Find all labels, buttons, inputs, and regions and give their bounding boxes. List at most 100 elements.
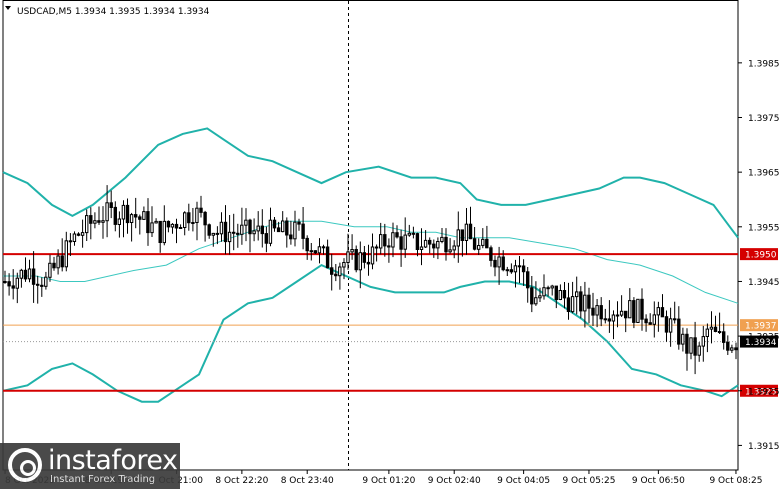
candle [101, 206, 105, 239]
plot-frame [2, 0, 739, 471]
candle-body-bear [362, 252, 367, 263]
candle-body-bull [481, 238, 485, 246]
candle-body-bear [330, 267, 334, 275]
candle [317, 238, 322, 264]
candle [652, 301, 656, 338]
candle [162, 205, 167, 246]
candle [636, 298, 640, 323]
candle [440, 228, 444, 244]
dropdown-arrow-icon[interactable] [5, 6, 11, 10]
candle-body-bear [158, 220, 162, 243]
candle [419, 228, 424, 266]
candle-body-bull [403, 234, 407, 250]
candle [56, 249, 60, 275]
candle [497, 246, 501, 285]
candle [309, 243, 314, 261]
candle-body-bear [89, 215, 93, 224]
candle [383, 223, 387, 257]
candle [264, 226, 269, 253]
candle-body-bull [80, 232, 85, 236]
candle-body-bear [509, 269, 514, 273]
candle-body-bear [411, 232, 416, 235]
time-tick-label: 9 Oct 05:25 [562, 476, 615, 486]
level-price-label: 1.3950 [745, 251, 777, 261]
candle [611, 310, 616, 340]
candle-body-bear [493, 259, 497, 268]
candle-body-bear [203, 211, 207, 226]
candle-body-bull [358, 252, 363, 271]
candle-body-bull [440, 236, 444, 242]
candle-body-bear [305, 237, 309, 252]
candle [354, 245, 358, 273]
candle [207, 223, 211, 239]
candle-body-bear [174, 223, 179, 229]
candle-body-bull [379, 234, 383, 249]
candle [489, 245, 493, 267]
candle-body-bull [154, 220, 158, 224]
time-tick-label: 8 Oct 23:40 [281, 476, 334, 486]
candle-body-bear [664, 316, 669, 333]
candle [121, 200, 126, 238]
time-tick-label: 9 Oct 08:25 [709, 476, 762, 486]
candle [281, 211, 285, 233]
candle [722, 323, 726, 350]
watermark-logo: instaforex Instant Forex Trading [0, 443, 180, 489]
candle [717, 312, 722, 334]
candle [346, 233, 350, 270]
candle-body-bear [395, 232, 399, 238]
candle-body-bull [513, 265, 518, 273]
candle [166, 220, 171, 233]
level-price-label: 1.3937 [745, 322, 777, 332]
candle [575, 276, 579, 315]
candle [158, 220, 162, 253]
candle-body-bull [183, 212, 187, 229]
candle-body-bear [68, 240, 73, 243]
watermark-tagline: Instant Forex Trading [50, 474, 156, 485]
candle [468, 206, 473, 240]
candle-body-bull [497, 256, 501, 268]
candle-body-bear [648, 322, 652, 325]
candle [648, 313, 652, 325]
candle [232, 213, 236, 251]
candle-body-bull [705, 328, 709, 338]
candle-body-bull [558, 290, 562, 300]
candle [36, 275, 40, 304]
candle-body-bear [501, 256, 505, 271]
candle [697, 342, 701, 362]
candle [285, 217, 289, 248]
candle [566, 282, 571, 320]
candle-body-bear [591, 307, 595, 316]
candle-body-bull [44, 276, 48, 287]
candle [142, 206, 146, 220]
candle-body-bull [730, 347, 734, 351]
candle [403, 217, 407, 258]
candle [550, 284, 554, 296]
price-tick-label: 1.3975 [748, 114, 780, 124]
candle-body-bull [338, 266, 342, 277]
candle-body-bear [276, 227, 281, 233]
candle-body-bull [101, 220, 105, 223]
candle-body-bear [603, 318, 607, 321]
candle-body-bear [76, 233, 81, 236]
candle-body-bull [105, 202, 109, 222]
candle [366, 244, 371, 276]
candle [656, 301, 660, 332]
candle-body-bear [187, 212, 191, 224]
candle-body-bull [93, 220, 97, 224]
candle [52, 256, 56, 271]
candle-body-bear [264, 233, 269, 244]
candle [211, 232, 216, 247]
candle [117, 211, 121, 238]
candle-body-bull [72, 233, 77, 242]
candle-body-bear [146, 211, 150, 234]
candle-body-bear [321, 246, 326, 249]
candle-body-bear [125, 204, 130, 224]
candle-body-bull [652, 314, 656, 325]
candle-body-bull [477, 245, 481, 250]
candle [513, 259, 518, 288]
candle-body-bear [677, 318, 681, 345]
candle-body-bull [542, 287, 546, 297]
candle [570, 281, 575, 314]
